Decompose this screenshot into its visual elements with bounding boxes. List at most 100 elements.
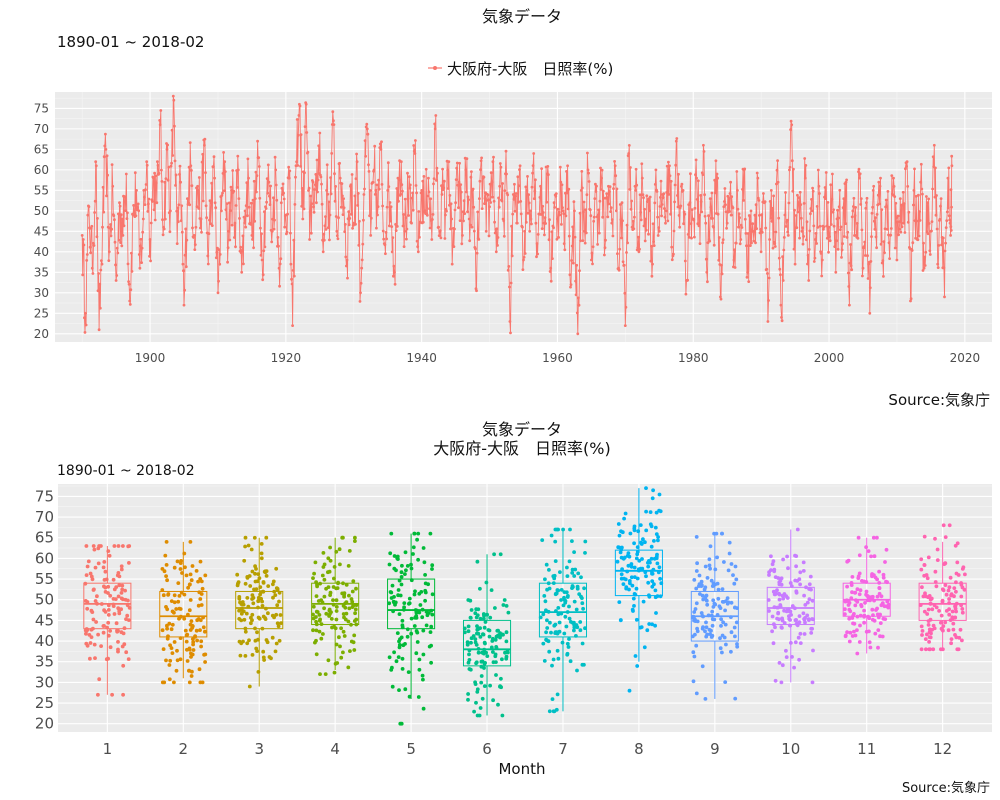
chart1-data-point [916, 238, 920, 242]
chart1-data-point [114, 279, 118, 282]
chart1-data-point [104, 132, 107, 136]
chart1-data-point [478, 179, 482, 183]
chart1-data-point [117, 212, 120, 216]
chart2-jitter-point [582, 662, 586, 667]
chart1-data-point [907, 210, 911, 214]
chart1-data-point [869, 260, 873, 263]
chart1-y-tick-label: 20 [34, 327, 49, 341]
chart1-data-point [146, 210, 150, 213]
chart1-data-point [767, 299, 770, 302]
chart1-data-point [397, 178, 401, 182]
chart2-jitter-point [960, 610, 965, 615]
chart1-data-point [171, 154, 175, 157]
chart1-data-point [828, 235, 831, 239]
chart1-data-point [144, 183, 148, 186]
chart1-data-point [493, 220, 496, 224]
chart1-data-point [846, 271, 850, 275]
chart1-data-point [234, 204, 238, 207]
chart2-jitter-point [692, 654, 697, 659]
chart1-data-point [197, 207, 201, 210]
chart1-data-point [826, 201, 830, 204]
chart1-data-point [471, 187, 475, 191]
chart1-data-point [934, 166, 937, 170]
chart1-data-point [435, 179, 438, 182]
chart1-data-point [571, 261, 575, 265]
chart2-jitter-point [108, 593, 113, 598]
chart1-data-point [897, 227, 901, 231]
chart1-data-point [279, 257, 283, 261]
chart2-jitter-point [562, 631, 567, 636]
chart1-data-point [735, 170, 739, 173]
chart1-data-point [163, 217, 167, 221]
chart2-box [538, 582, 588, 638]
chart2-jitter-point [92, 642, 97, 647]
chart2-jitter-point [803, 603, 808, 607]
chart2-jitter-point [629, 575, 634, 580]
chart2-jitter-point [947, 607, 951, 612]
chart2-jitter-point [170, 622, 175, 627]
chart2-jitter-point [721, 620, 725, 625]
chart1-data-point [704, 221, 708, 225]
chart2-jitter-point [807, 582, 812, 587]
chart1-data-point [769, 189, 773, 192]
chart1-data-point [408, 186, 412, 190]
chart1-data-point [763, 200, 767, 204]
chart1-data-point [717, 236, 721, 239]
chart1-data-point [875, 213, 879, 216]
chart2-jitter-point [168, 643, 173, 648]
chart1-data-point [714, 159, 718, 163]
chart1-data-point [105, 194, 108, 198]
chart2-jitter-point [321, 551, 326, 555]
chart1-data-point [217, 248, 221, 252]
chart2-jitter-point [578, 628, 583, 633]
chart1-data-point [465, 157, 469, 161]
chart1-data-point [389, 219, 392, 223]
chart2-jitter-point [724, 642, 728, 647]
chart1-data-point [143, 195, 146, 199]
chart1-data-point [320, 182, 323, 186]
chart1-data-point [738, 216, 741, 220]
chart2-jitter-point [781, 596, 786, 601]
chart1-data-point [884, 198, 888, 202]
chart1-data-point [941, 236, 945, 240]
chart1-data-point [896, 214, 900, 218]
chart1-data-point [493, 231, 497, 235]
chart1-data-point [629, 207, 633, 211]
chart2-jitter-point [430, 612, 435, 617]
chart1-data-point [585, 193, 589, 197]
chart1-data-point [128, 299, 132, 303]
chart1-data-point [910, 249, 914, 252]
chart1-data-point [453, 227, 456, 231]
chart1-data-point [909, 297, 913, 301]
chart2-jitter-point [260, 604, 265, 608]
chart1-data-point [555, 237, 559, 241]
chart2-jitter-point [953, 606, 958, 611]
chart2-jitter-point [867, 629, 871, 634]
chart2-jitter-point [628, 531, 633, 536]
chart2-jitter-point [692, 618, 696, 623]
chart2-jitter-point [946, 588, 951, 593]
chart1-data-point [92, 244, 96, 247]
chart2-jitter-point [407, 596, 412, 601]
chart1-data-point [832, 208, 835, 212]
chart2-jitter-point [256, 599, 261, 603]
chart2-jitter-point [649, 556, 654, 561]
chart1-data-point [447, 160, 451, 164]
chart1-data-point [924, 250, 928, 254]
chart2-jitter-point [387, 601, 392, 606]
chart1-data-point [173, 124, 176, 128]
chart1-data-point [452, 245, 456, 249]
chart1-data-point [652, 244, 656, 248]
chart1-data-point [794, 214, 798, 217]
chart1-data-point [124, 172, 128, 176]
chart2-jitter-point [185, 647, 189, 652]
chart1-data-point [517, 184, 521, 188]
chart2-jitter-point [923, 594, 928, 599]
chart2-jitter-point [125, 613, 130, 618]
chart1-data-point [690, 208, 694, 212]
chart2-jitter-point [257, 616, 262, 621]
chart1-data-point [496, 244, 499, 247]
chart2-jitter-point [121, 544, 125, 548]
chart2-jitter-point [951, 621, 956, 626]
chart1-data-point [868, 311, 872, 315]
